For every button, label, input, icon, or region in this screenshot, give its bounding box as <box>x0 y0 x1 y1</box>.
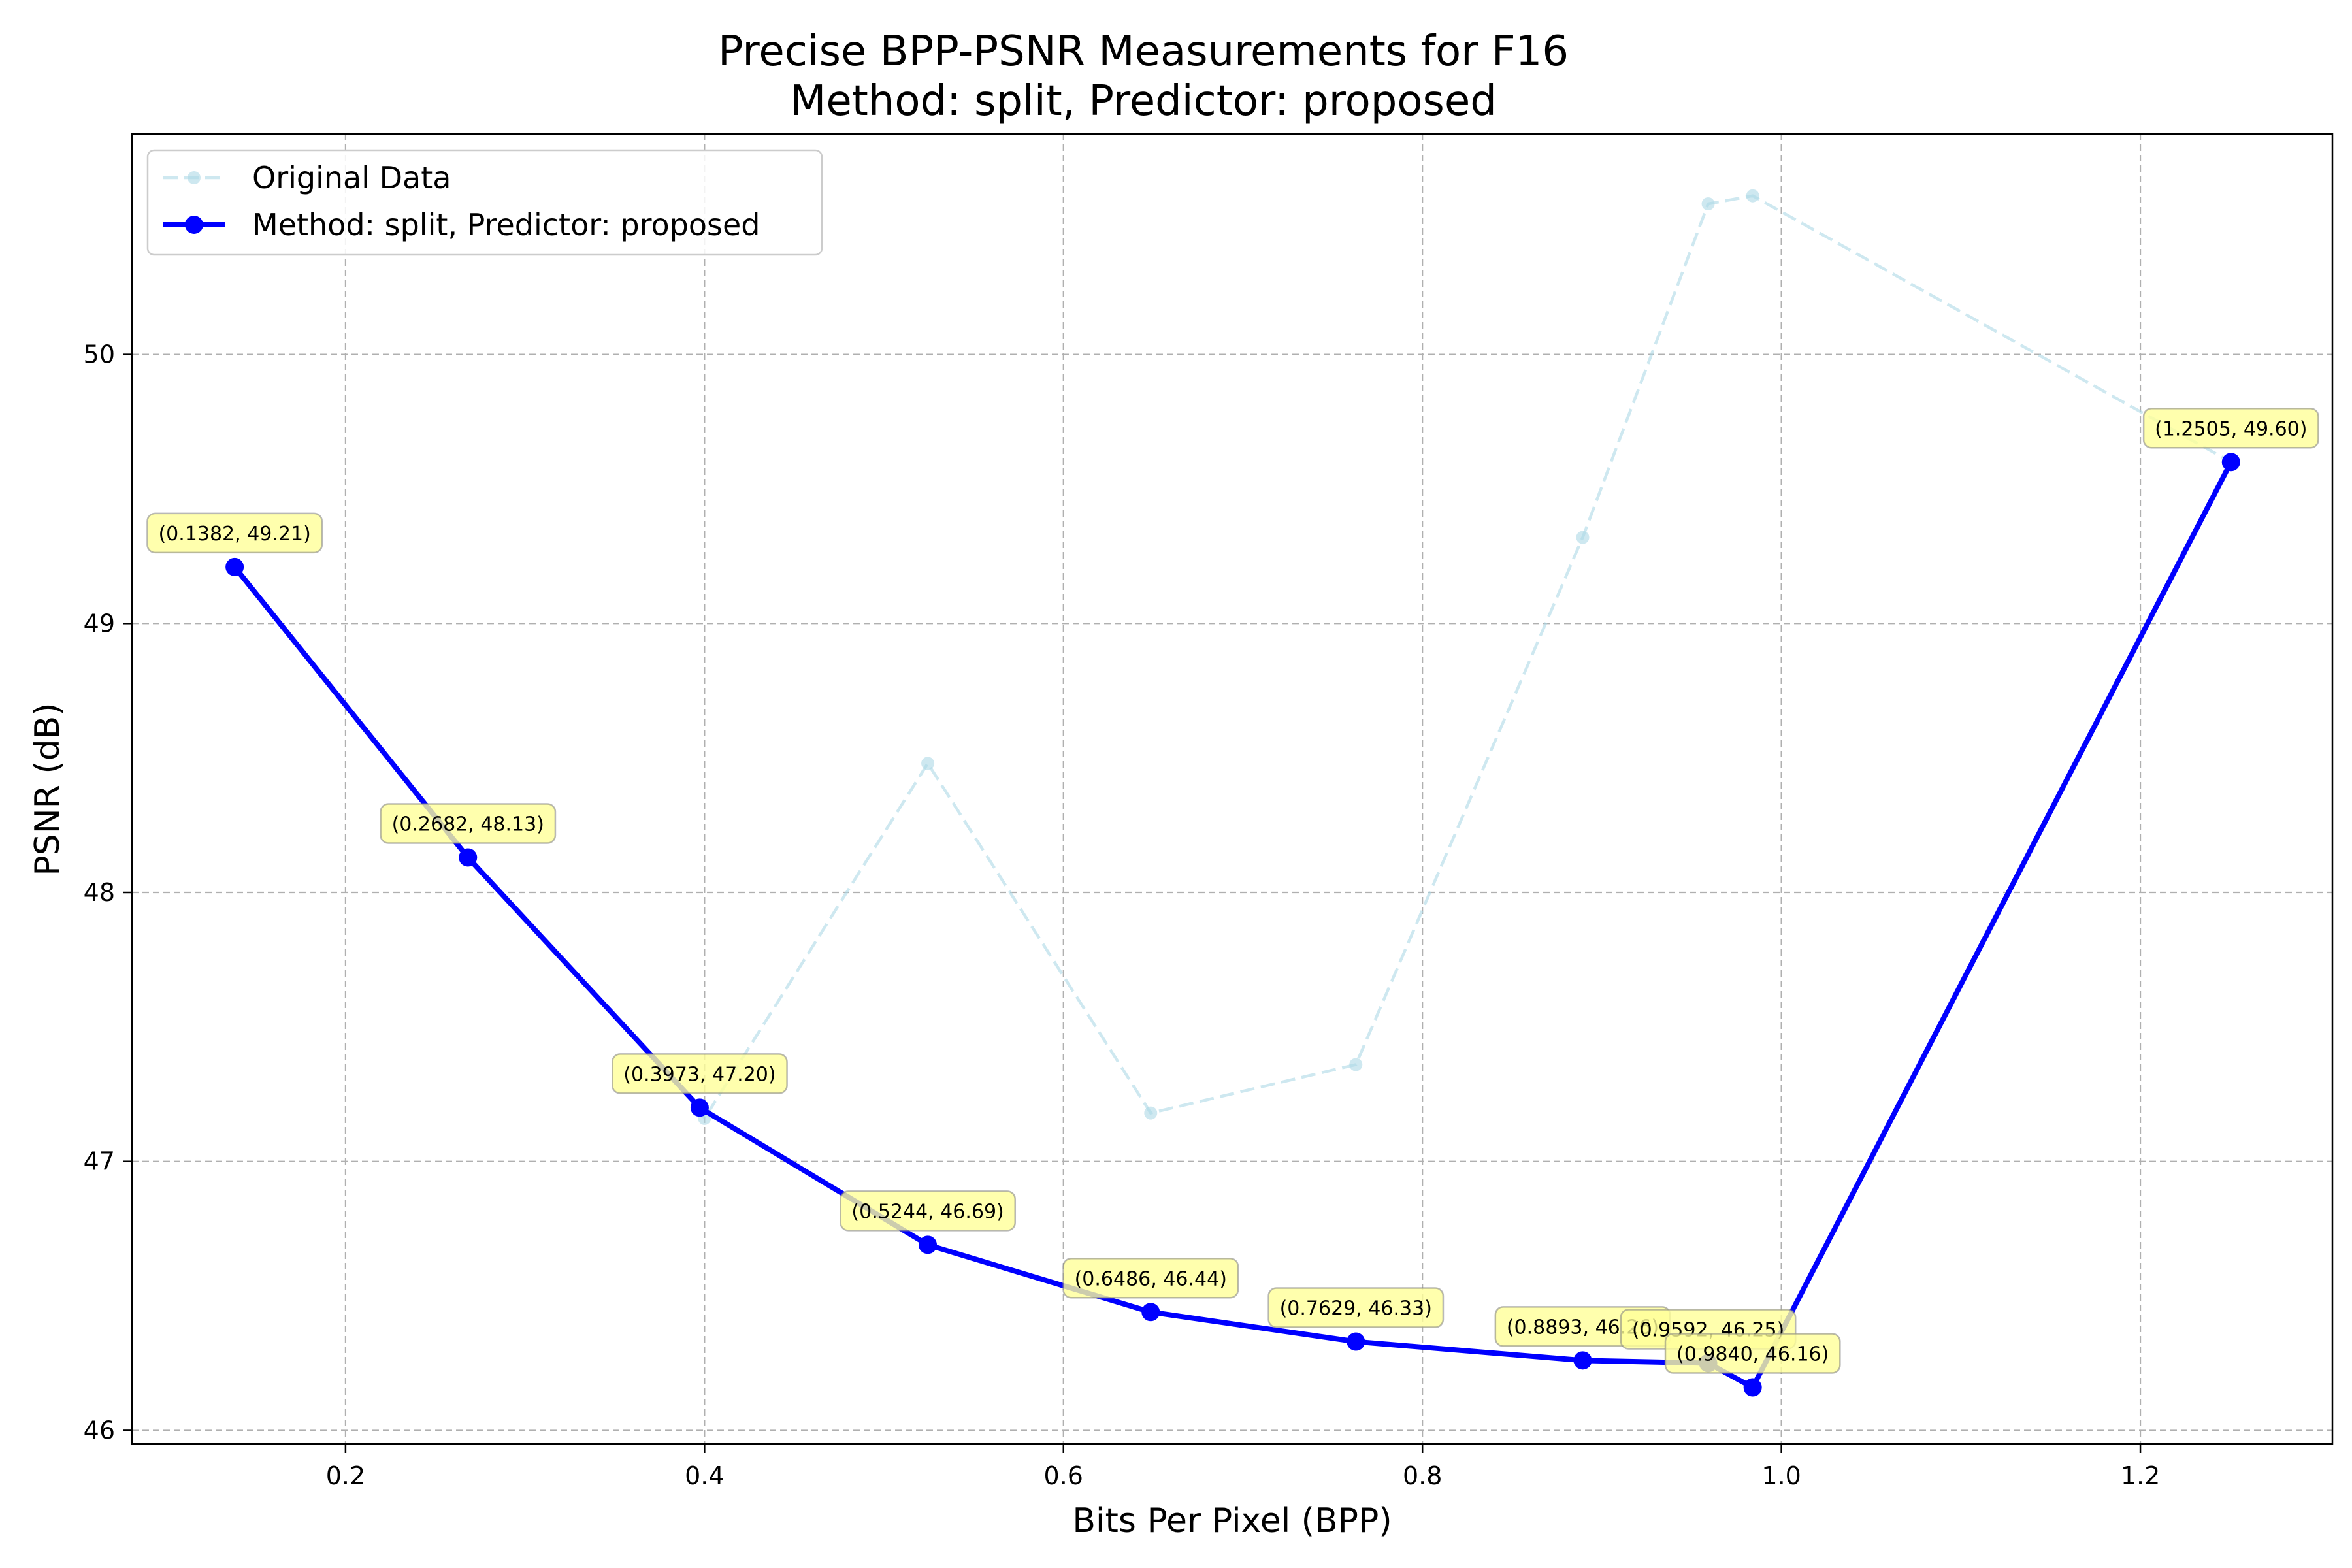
y-tick-label: 46 <box>84 1416 115 1445</box>
data-label: (1.2505, 49.60) <box>2142 408 2319 449</box>
data-point <box>919 1235 938 1254</box>
x-tick-label: 0.2 <box>326 1462 365 1490</box>
y-tick-label: 50 <box>84 340 115 369</box>
plot-area <box>225 189 2240 1397</box>
data-point <box>1573 1351 1592 1370</box>
data-point <box>690 1098 709 1117</box>
x-tick-label: 0.8 <box>1403 1462 1442 1490</box>
x-tick-label: 1.2 <box>2121 1462 2160 1490</box>
data-label-text: (1.2505, 49.60) <box>2155 417 2307 440</box>
plot-frame <box>131 133 2334 1445</box>
data-point <box>1141 1303 1160 1322</box>
chart-title: Precise BPP-PSNR Measurements for F16 <box>718 27 1569 76</box>
data-label-text: (0.5244, 46.69) <box>851 1200 1004 1223</box>
x-tick-label: 0.4 <box>685 1462 724 1490</box>
x-tick-label: 1.0 <box>1761 1462 1801 1490</box>
axis-ticks: 0.2 0.4 0.6 0.8 1.0 1.2 46 47 48 49 50 <box>84 340 2161 1490</box>
data-label: (0.6486, 46.44) <box>1062 1258 1239 1299</box>
grid <box>132 134 2332 1444</box>
data-label: (0.7629, 46.33) <box>1267 1287 1445 1328</box>
original-data-point <box>921 757 935 770</box>
series-line-split-proposed <box>233 461 2234 1390</box>
x-axis-label: Bits Per Pixel (BPP) <box>1072 1501 1392 1541</box>
data-label-text: (0.9840, 46.16) <box>1676 1343 1829 1366</box>
original-data-point <box>1144 1106 1158 1120</box>
y-tick-label: 48 <box>84 878 115 907</box>
legend-marker-original <box>188 171 201 184</box>
original-data-point <box>1746 189 1759 203</box>
y-tick-label: 49 <box>84 609 115 638</box>
data-point <box>1347 1332 1365 1351</box>
y-tick-label: 47 <box>84 1147 115 1176</box>
annotations: (0.1382, 49.21) (0.2682, 48.13) (0.3973, 4… <box>146 408 2319 1374</box>
data-label-text: (0.2682, 48.13) <box>392 813 544 836</box>
x-tick-label: 0.6 <box>1044 1462 1083 1490</box>
chart-subtitle: Method: split, Predictor: proposed <box>790 77 1497 125</box>
legend-marker-split <box>185 216 203 234</box>
data-point <box>225 557 244 576</box>
data-label: (0.1382, 49.21) <box>146 512 323 554</box>
data-point <box>1743 1378 1762 1397</box>
legend: Original Data Method: split, Predictor: p… <box>146 149 823 256</box>
data-label: (0.9840, 46.16) <box>1664 1333 1841 1374</box>
legend-box <box>146 149 823 256</box>
data-point <box>2221 453 2240 472</box>
legend-label-split: Method: split, Predictor: proposed <box>252 207 760 242</box>
data-point <box>459 848 478 867</box>
data-label: (0.3973, 47.20) <box>612 1053 788 1094</box>
original-data-point <box>1701 197 1715 211</box>
data-label-text: (0.1382, 49.21) <box>158 523 310 546</box>
legend-label-original: Original Data <box>252 160 451 195</box>
data-label-text: (0.3973, 47.20) <box>623 1063 776 1086</box>
data-label-text: (0.6486, 46.44) <box>1075 1267 1227 1290</box>
y-axis-label: PSNR (dB) <box>28 702 67 875</box>
original-data-point <box>1349 1058 1363 1071</box>
original-data-point <box>1576 531 1590 544</box>
data-label: (0.2682, 48.13) <box>380 803 557 844</box>
data-label-text: (0.7629, 46.33) <box>1280 1298 1432 1320</box>
data-label: (0.5244, 46.69) <box>840 1190 1017 1232</box>
